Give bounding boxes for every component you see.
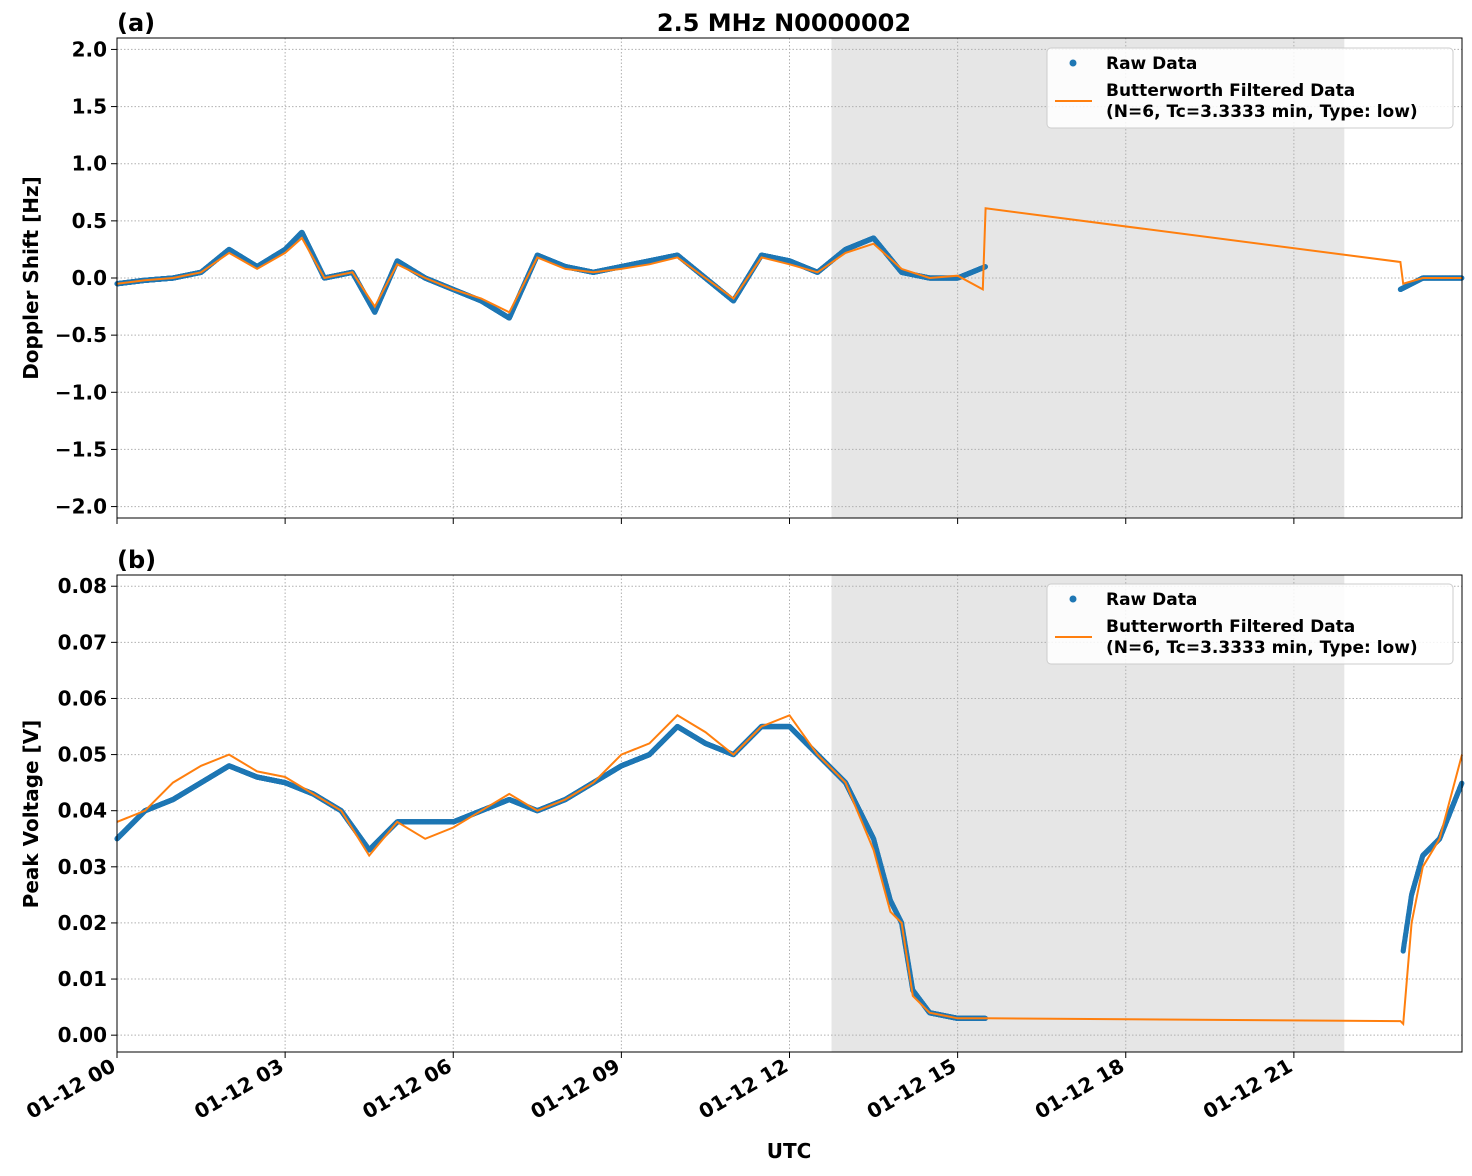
y-tick-label-a: 1.0 [72, 152, 107, 176]
panel-a-label: (a) [117, 9, 155, 37]
y-tick-label-a: 0.0 [72, 266, 107, 290]
y-tick-label-a: −1.5 [55, 437, 107, 461]
figure-title: 2.5 MHz N0000002 [657, 9, 911, 37]
panel-b-peak-voltage: 0.000.010.020.030.040.050.060.070.08 01-… [19, 546, 1464, 1163]
y-tick-label-a: 0.5 [72, 209, 107, 233]
legend-a-filtered-line-1: Butterworth Filtered Data [1106, 81, 1355, 101]
panel-a-doppler: −2.0 −1.5 −1.0 −0.5 0.0 0.5 1.0 1.5 2.0 (a) 2.5 … [19, 9, 1464, 524]
legend-a-filtered-line-2: (N=6, Tc=3.3333 min, Type: low) [1106, 102, 1418, 122]
legend-a-raw-marker [1070, 60, 1077, 67]
y-axis-label-a: Doppler Shift [Hz] [19, 176, 43, 380]
y-tick-label-a: 1.5 [72, 95, 107, 119]
y-tick-label-a: −2.0 [55, 495, 107, 519]
y-tick-label-a: −0.5 [55, 323, 107, 347]
y-tick-label-a: 2.0 [72, 37, 107, 61]
legend-a-raw-label: Raw Data [1106, 54, 1197, 74]
y-tick-label-a: −1.0 [55, 380, 107, 404]
legend-a: Raw Data Butterworth Filtered Data (N=6,… [1047, 48, 1453, 128]
